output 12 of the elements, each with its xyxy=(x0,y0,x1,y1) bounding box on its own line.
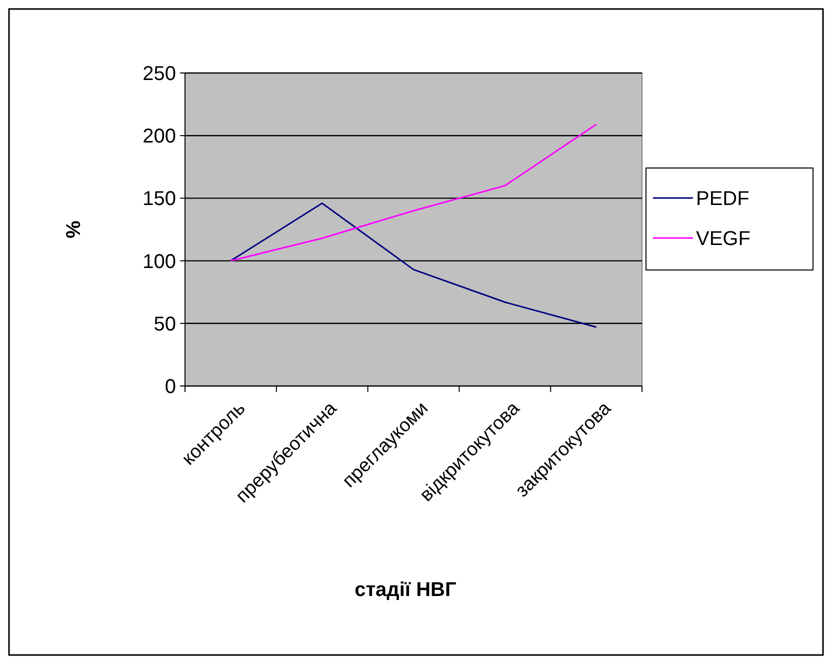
legend-label: PEDF xyxy=(696,188,750,210)
legend-label: VEGF xyxy=(696,228,750,250)
line-series xyxy=(230,124,598,262)
y-tick-label: 50 xyxy=(154,313,176,336)
line-series xyxy=(230,202,598,328)
x-axis-title: стадії НВГ xyxy=(354,579,456,601)
y-axis-title: % xyxy=(63,220,85,238)
y-tick-label: 100 xyxy=(142,250,176,273)
y-tick-label: 250 xyxy=(142,63,176,85)
y-tick-label: 150 xyxy=(142,188,176,210)
y-tick-label: 0 xyxy=(164,376,176,398)
y-tick-label: 200 xyxy=(142,126,176,148)
